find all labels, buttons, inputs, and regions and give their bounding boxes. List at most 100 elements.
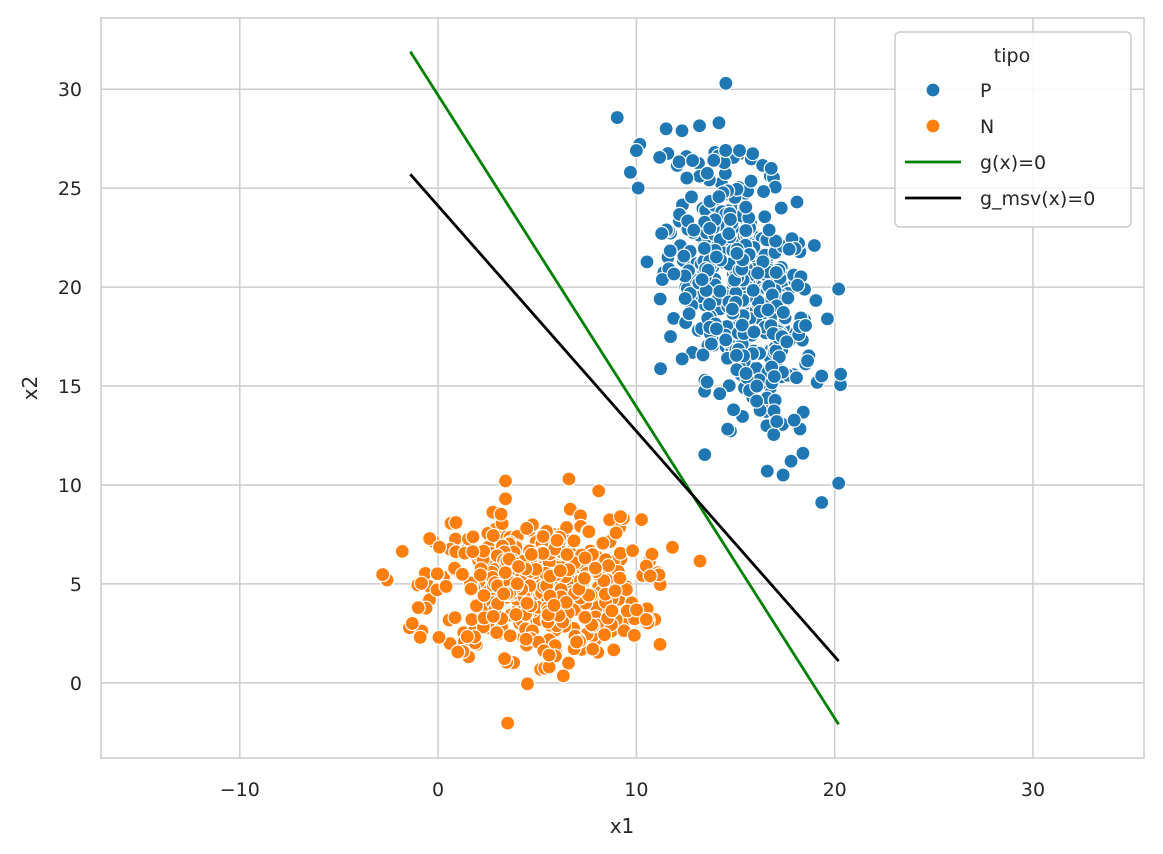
data-point xyxy=(463,581,479,597)
data-point xyxy=(485,527,501,544)
data-point xyxy=(819,311,836,327)
data-point xyxy=(493,506,509,522)
data-point xyxy=(674,123,690,139)
data-point xyxy=(729,245,745,261)
data-point xyxy=(831,475,847,491)
data-point xyxy=(465,529,481,545)
data-point xyxy=(541,647,557,663)
data-point xyxy=(664,539,681,555)
legend-box xyxy=(894,31,1132,228)
data-point xyxy=(808,292,824,309)
data-point xyxy=(497,491,514,507)
y-tick-label: 30 xyxy=(58,79,82,101)
data-point xyxy=(596,627,613,643)
data-point xyxy=(718,142,734,159)
data-point xyxy=(560,655,577,671)
data-point xyxy=(703,336,719,352)
data-point xyxy=(708,249,724,265)
data-point xyxy=(679,170,695,186)
x-tick-label: 20 xyxy=(823,779,847,801)
data-point xyxy=(706,152,722,168)
data-point xyxy=(410,600,426,616)
x-tick-label: 30 xyxy=(1021,779,1045,801)
data-point xyxy=(595,535,611,551)
data-point xyxy=(712,283,728,299)
y-tick-label: 25 xyxy=(58,178,82,200)
decision-lines xyxy=(409,50,840,726)
legend-label: N xyxy=(980,116,994,138)
data-point xyxy=(654,225,670,242)
x-tick-labels: −10 0 10 20 30 xyxy=(220,779,1045,801)
data-point xyxy=(626,627,642,643)
data-point xyxy=(606,642,622,658)
data-point xyxy=(833,366,849,382)
data-point xyxy=(652,636,668,652)
data-point xyxy=(404,615,420,632)
data-point xyxy=(450,644,466,660)
data-point xyxy=(459,628,475,645)
data-point xyxy=(639,254,655,270)
data-point xyxy=(763,160,779,176)
data-point xyxy=(633,511,650,528)
data-point xyxy=(518,631,534,647)
data-point xyxy=(724,301,740,317)
y-tick-label: 10 xyxy=(58,475,82,497)
data-point xyxy=(749,378,765,394)
data-point xyxy=(692,553,708,569)
legend-marker-P xyxy=(925,82,941,98)
data-point xyxy=(600,558,617,574)
data-point xyxy=(681,306,697,322)
data-point xyxy=(577,609,593,625)
data-point xyxy=(642,568,658,584)
data-point xyxy=(497,473,514,489)
data-point xyxy=(769,413,785,430)
data-point xyxy=(676,248,692,264)
data-point xyxy=(394,543,410,559)
data-point xyxy=(485,608,501,624)
data-point xyxy=(508,606,524,623)
data-point xyxy=(625,543,641,559)
y-axis-label: x2 xyxy=(18,376,42,401)
data-point xyxy=(465,544,481,560)
data-point xyxy=(755,183,772,200)
data-point xyxy=(797,317,814,334)
data-point xyxy=(745,282,761,298)
data-point xyxy=(566,533,582,549)
x-tick-label: −10 xyxy=(220,779,260,801)
data-point xyxy=(468,598,485,614)
data-point xyxy=(779,334,795,350)
data-point xyxy=(607,583,623,599)
data-point xyxy=(561,471,577,487)
data-point xyxy=(500,715,516,731)
data-point xyxy=(612,570,628,586)
data-point xyxy=(691,118,708,134)
data-point xyxy=(497,565,513,581)
data-point xyxy=(549,532,565,548)
series-P xyxy=(609,75,849,511)
data-point xyxy=(699,374,715,390)
data-point xyxy=(831,281,847,297)
legend-label: g_msv(x)=0 xyxy=(980,188,1095,210)
data-point xyxy=(591,483,607,499)
legend-title: tipo xyxy=(994,45,1030,67)
scatter-points xyxy=(375,75,849,731)
data-point xyxy=(728,347,745,364)
data-point xyxy=(749,393,765,409)
series-N xyxy=(375,471,708,731)
data-point xyxy=(773,200,789,216)
data-point xyxy=(412,629,428,645)
data-point xyxy=(695,347,711,363)
data-point xyxy=(509,576,525,592)
data-point xyxy=(684,152,701,169)
data-point xyxy=(697,446,713,463)
data-point xyxy=(447,610,463,626)
legend: tipo PNg(x)=0 g_msv(x)=0 xyxy=(894,31,1132,228)
data-point xyxy=(612,545,628,561)
data-point xyxy=(577,550,593,566)
data-point xyxy=(768,233,784,249)
data-point xyxy=(559,546,575,563)
data-point xyxy=(476,587,492,604)
data-point xyxy=(738,365,754,382)
data-point xyxy=(725,402,742,418)
